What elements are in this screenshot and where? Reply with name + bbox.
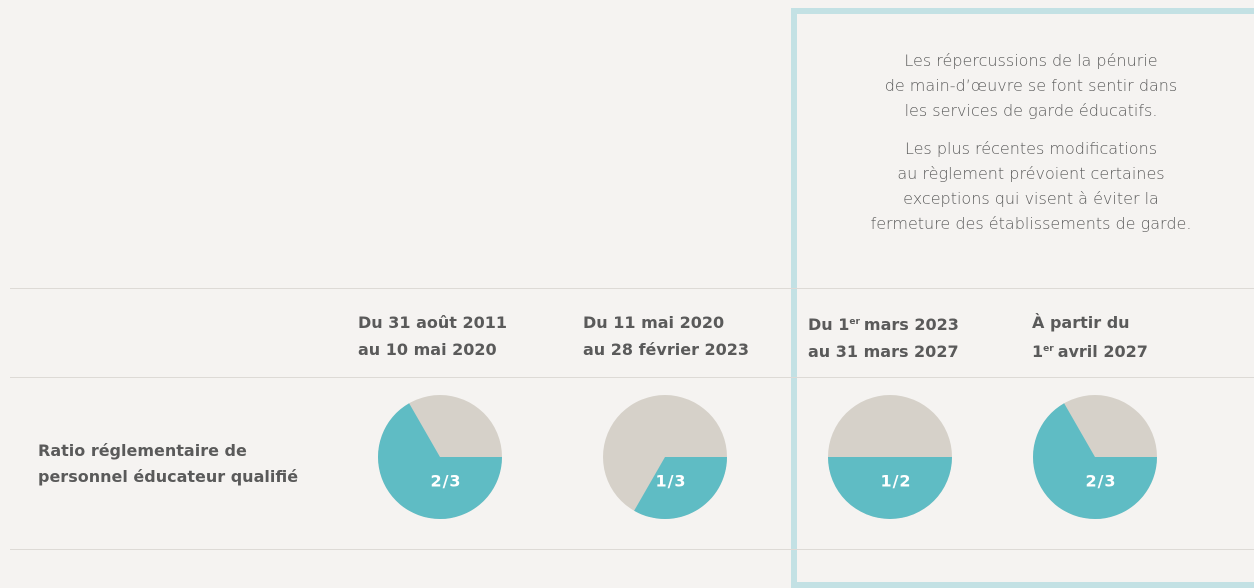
note-line: les services de garde éducatifs.	[904, 101, 1158, 120]
period-heading: Du 31 août 2011 au 10 mai 2020	[358, 309, 507, 363]
heading-text: Du 1	[808, 315, 850, 334]
heading-line: Du 1er mars 2023	[808, 309, 959, 338]
row-label-line: Ratio réglementaire de	[38, 441, 247, 460]
divider	[10, 377, 1254, 378]
pie-label: 2/3	[1085, 472, 1116, 491]
note-line: exceptions qui visent à éviter la	[903, 189, 1159, 208]
heading-line: Du 11 mai 2020	[583, 313, 725, 332]
pie-slice	[378, 403, 502, 519]
note: Les répercussions de la pénurie de main-…	[806, 48, 1254, 249]
superscript: er	[1043, 344, 1054, 354]
pie-slice	[828, 457, 952, 519]
heading-text: mars 2023	[863, 315, 959, 334]
heading-text: 1	[1032, 342, 1044, 361]
divider	[10, 549, 1254, 550]
pie-label: 2/3	[430, 472, 461, 491]
heading-line: À partir du	[1032, 313, 1130, 332]
row-label-line: personnel éducateur qualifié	[38, 467, 299, 486]
heading-line: Du 31 août 2011	[358, 313, 508, 332]
pie-slice	[634, 457, 727, 519]
note-line: Les répercussions de la pénurie	[904, 51, 1158, 70]
heading-line: 1er avril 2027	[1032, 336, 1148, 365]
heading-text: avril 2027	[1057, 342, 1148, 361]
note-paragraph: Les plus récentes modifications au règle…	[806, 136, 1254, 236]
pie-label: 1/3	[655, 472, 686, 491]
superscript: er	[849, 317, 860, 327]
note-line: de main-d’œuvre se font sentir dans	[884, 76, 1178, 95]
note-line: Les plus récentes modifications	[904, 139, 1158, 158]
period-heading: À partir du 1er avril 2027	[1032, 309, 1148, 365]
heading-line: au 10 mai 2020	[358, 340, 497, 359]
period-heading: Du 1er mars 2023 au 31 mars 2027	[808, 309, 959, 365]
note-line: au règlement prévoient certaines	[897, 164, 1165, 183]
note-line: fermeture des établissements de garde.	[870, 214, 1192, 233]
heading-line: au 31 mars 2027	[808, 342, 959, 361]
row-label: Ratio réglementaire de personnel éducate…	[38, 438, 298, 490]
pie-slice	[1032, 403, 1157, 520]
note-paragraph: Les répercussions de la pénurie de main-…	[806, 48, 1254, 123]
heading-line: au 28 février 2023	[583, 340, 750, 359]
divider	[10, 288, 1254, 289]
period-heading: Du 11 mai 2020 au 28 février 2023	[583, 309, 749, 363]
pie-label: 1/2	[880, 472, 911, 491]
